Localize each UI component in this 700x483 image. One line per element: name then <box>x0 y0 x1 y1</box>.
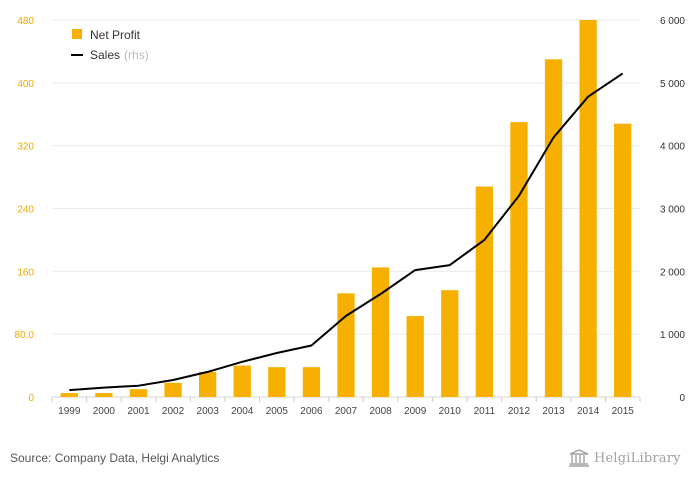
x-axis-tick-label: 2007 <box>335 406 358 417</box>
right-axis-tick-label: 5 000 <box>660 79 685 90</box>
right-axis-tick-label: 0 <box>679 393 685 404</box>
x-axis-tick-label: 1999 <box>58 406 81 417</box>
legend-swatch-net-profit <box>72 29 82 39</box>
legend-label-sales: Sales <box>90 48 120 62</box>
left-axis-tick-label: 320 <box>17 142 34 153</box>
left-axis: 0 80.0 160 240 320 400 480 <box>15 16 35 404</box>
legend-label-rhs: (rhs) <box>124 48 149 62</box>
right-axis-tick-label: 4 000 <box>660 142 685 153</box>
net-profit-bar <box>406 316 424 397</box>
right-axis-tick-label: 2 000 <box>660 267 685 278</box>
legend-label-net-profit: Net Profit <box>90 28 141 42</box>
x-axis: 1999 2000 2001 2002 2003 2004 2005 2006 2007 2008… <box>51 397 641 417</box>
x-axis-tick-label: 2015 <box>612 406 635 417</box>
x-axis-tick-label: 2005 <box>266 406 289 417</box>
net-profit-bar <box>544 59 563 397</box>
net-profit-bar <box>475 186 493 397</box>
x-axis-tick-label: 2000 <box>93 406 116 417</box>
net-profit-bars <box>60 20 632 398</box>
net-profit-bar <box>337 293 355 397</box>
right-axis-tick-label: 6 000 <box>660 16 685 27</box>
net-profit-bar <box>510 122 528 398</box>
x-axis-tick-label: 2010 <box>439 406 462 417</box>
net-profit-bar <box>302 367 321 397</box>
x-axis-tick-label: 2013 <box>542 406 565 417</box>
right-axis: 0 1 000 2 000 3 000 4 000 5 000 6 000 <box>660 16 685 404</box>
source-note: Source: Company Data, Helgi Analytics <box>10 451 220 465</box>
x-axis-tick-label: 2006 <box>300 406 323 417</box>
left-axis-tick-label: 400 <box>17 79 34 90</box>
brand-logo[interactable]: HelgiLibrary <box>568 449 681 467</box>
net-profit-bar <box>233 365 251 397</box>
left-axis-tick-label: 240 <box>17 205 34 216</box>
legend-label-sales-group: Sales (rhs) <box>90 48 149 62</box>
net-profit-bar <box>95 393 113 397</box>
net-profit-bar <box>268 367 286 397</box>
net-profit-bar <box>441 290 459 397</box>
left-axis-tick-label: 160 <box>17 267 34 278</box>
x-axis-tick-label: 2004 <box>231 406 254 417</box>
x-axis-tick-label: 2009 <box>404 406 427 417</box>
net-profit-bar <box>199 371 217 397</box>
right-axis-tick-label: 3 000 <box>660 205 685 216</box>
x-axis-tick-label: 2002 <box>162 406 185 417</box>
x-axis-tick-label: 2003 <box>197 406 220 417</box>
x-axis-tick-label: 2011 <box>474 406 496 417</box>
net-profit-bar <box>129 389 148 397</box>
x-axis-tick-label: 2001 <box>127 406 150 417</box>
net-profit-bar <box>579 20 597 397</box>
x-axis-tick-label: 2014 <box>577 406 600 417</box>
legend: Net Profit Sales (rhs) <box>71 28 149 62</box>
net-profit-bar <box>60 393 78 397</box>
gridlines <box>52 19 640 398</box>
right-axis-tick-label: 1 000 <box>660 330 685 341</box>
left-axis-tick-label: 480 <box>17 16 34 27</box>
net-profit-bar <box>371 267 390 397</box>
library-building-icon <box>569 449 589 467</box>
sales-line <box>69 72 624 392</box>
x-axis-tick-label: 2008 <box>369 406 392 417</box>
left-axis-tick-label: 0 <box>28 393 34 404</box>
brand-name: HelgiLibrary <box>594 450 681 466</box>
x-axis-tick-label: 2012 <box>508 406 531 417</box>
net-profit-bar <box>614 123 632 398</box>
left-axis-tick-label: 80.0 <box>15 330 35 341</box>
sales-line-layer <box>69 72 624 392</box>
net-profit-bar <box>164 382 182 397</box>
